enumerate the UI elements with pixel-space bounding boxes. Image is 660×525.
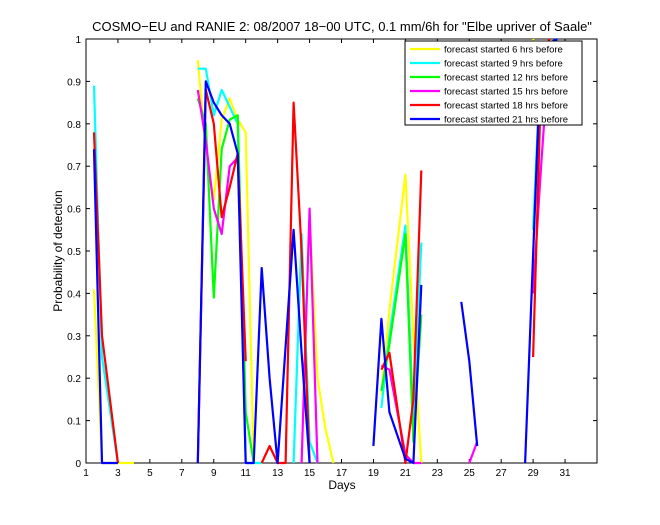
legend-label: forecast started 6 hrs before (444, 45, 563, 56)
x-tick-label: 21 (400, 468, 412, 479)
y-tick-label: 0 (75, 459, 81, 470)
series-segment (468, 441, 479, 464)
legend-label: forecast started 9 hrs before (444, 59, 563, 70)
x-tick-label: 3 (115, 468, 121, 479)
y-tick-label: 0.6 (67, 205, 81, 216)
y-tick-label: 0.9 (67, 77, 81, 88)
y-tick-label: 0.4 (67, 289, 81, 300)
series-segment (380, 170, 423, 465)
legend-items: forecast started 6 hrs before forecast st… (410, 45, 568, 126)
x-tick-label: 31 (560, 468, 572, 479)
chart-title: COSMO−EU and RANIE 2: 08/2007 18−00 UTC,… (92, 19, 592, 34)
series-segment (92, 132, 119, 464)
x-tick-label: 1 (83, 468, 89, 479)
legend-label: forecast started 15 hrs before (444, 87, 568, 98)
x-tick-label: 15 (304, 468, 316, 479)
x-tick-label: 13 (272, 468, 284, 479)
y-axis-label: Probability of detection (51, 190, 65, 311)
y-axis: 0 0.1 0.2 0.3 0.4 0.5 0.6 0.7 0.8 0.9 1 (67, 35, 597, 470)
x-tick-label: 27 (496, 468, 508, 479)
y-tick-label: 0.1 (67, 417, 81, 428)
series-segment (260, 101, 311, 465)
y-tick-label: 0.5 (67, 247, 81, 258)
x-tick-label: 11 (240, 468, 251, 479)
y-tick-label: 0.7 (67, 162, 81, 173)
x-tick-label: 23 (432, 468, 444, 479)
x-axis: 1 3 5 7 9 11 13 15 17 19 21 23 25 27 29 31 (83, 39, 571, 479)
legend-label: forecast started 18 hrs before (444, 101, 568, 112)
series-segment (196, 80, 311, 465)
legend-box (404, 40, 583, 126)
x-tick-label: 5 (147, 468, 153, 479)
legend: forecast started 6 hrs before forecast st… (404, 40, 583, 126)
series-segment (460, 301, 479, 447)
y-tick-label: 0.8 (67, 120, 81, 131)
y-tick-label: 0.3 (67, 332, 81, 343)
series-segment (372, 284, 423, 465)
x-tick-label: 25 (464, 468, 476, 479)
x-tick-label: 9 (211, 468, 217, 479)
legend-label: forecast started 21 hrs before (444, 115, 568, 126)
x-tick-label: 7 (179, 468, 185, 479)
x-tick-label: 17 (336, 468, 348, 479)
x-axis-label: Days (328, 478, 355, 492)
x-tick-label: 19 (368, 468, 380, 479)
y-tick-label: 1 (75, 35, 81, 46)
y-tick-label: 0.2 (67, 374, 81, 385)
series-segment (308, 217, 335, 464)
x-tick-label: 29 (528, 468, 540, 479)
legend-label: forecast started 12 hrs before (444, 73, 568, 84)
series-segment (92, 149, 118, 465)
